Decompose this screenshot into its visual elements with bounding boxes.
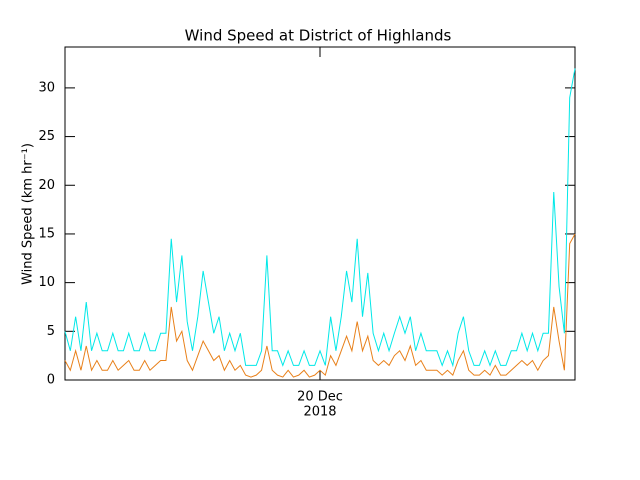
y-tick-label: 25: [38, 129, 55, 144]
y-tick-label: 20: [38, 178, 55, 193]
y-tick-label: 5: [47, 324, 55, 339]
y-tick-label: 30: [38, 80, 55, 95]
y-tick-label: 10: [38, 275, 55, 290]
y-tick-label: 0: [47, 373, 55, 388]
series-line: [64, 68, 576, 368]
x-tick-label: 20 Dec: [297, 390, 343, 405]
y-tick-label: 15: [38, 226, 55, 241]
y-axis-label: Wind Speed (km hr⁻¹): [21, 143, 36, 285]
x-tick-sublabel: 2018: [303, 405, 336, 420]
series-line: [64, 233, 576, 378]
chart-title: Wind Speed at District of Highlands: [185, 27, 452, 45]
